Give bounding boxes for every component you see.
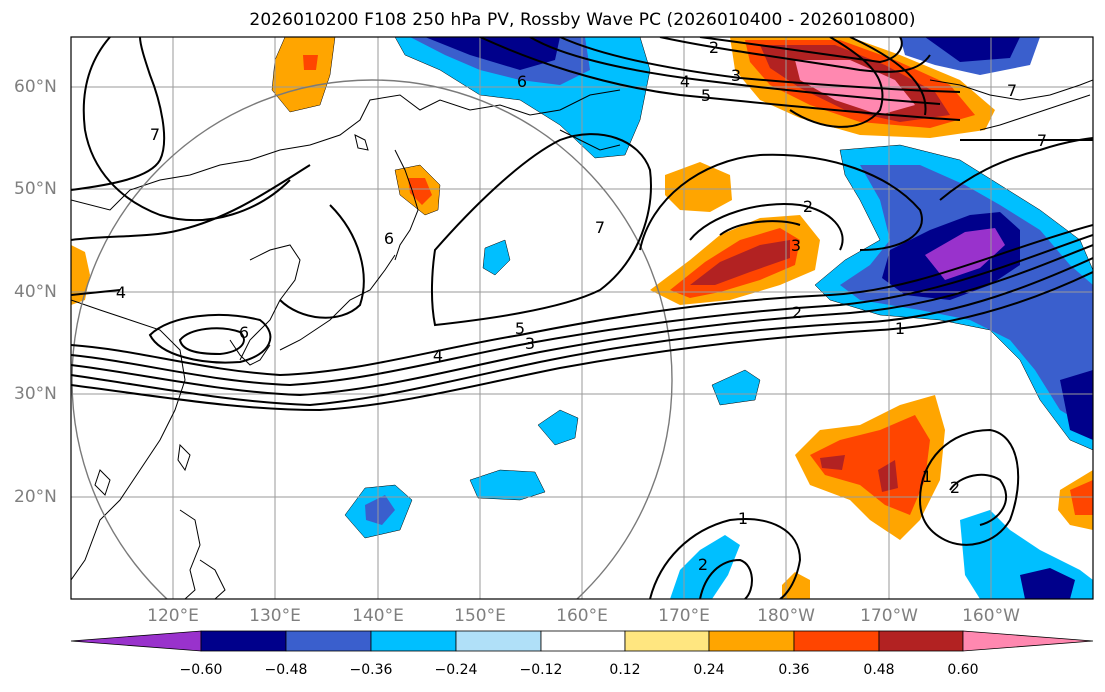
shade-navy-east-south bbox=[1060, 370, 1093, 440]
lat-label: 30°N bbox=[14, 384, 57, 404]
shade-purple-east bbox=[925, 228, 1005, 280]
lon-label: 180°W bbox=[757, 606, 815, 626]
lon-label: 130°E bbox=[249, 606, 301, 626]
shade-blue-blob-1 bbox=[482, 239, 511, 276]
shade-brick-jet bbox=[690, 240, 790, 285]
colorbar-tick: −0.36 bbox=[349, 662, 393, 678]
shade-brick-south bbox=[820, 455, 845, 470]
colorbar-tick: 0.36 bbox=[778, 662, 810, 678]
colorbar-swatch bbox=[370, 630, 457, 652]
lat-label: 60°N bbox=[14, 77, 57, 97]
contour-label: 1 bbox=[895, 319, 905, 338]
colorbar-swatch bbox=[200, 630, 287, 652]
colorbar-swatch bbox=[878, 630, 964, 652]
colorbar-tick: 0.24 bbox=[693, 662, 725, 678]
contour-label: 2 bbox=[792, 303, 802, 322]
contour-label: 4 bbox=[680, 72, 690, 91]
colorbar-tick: −0.60 bbox=[179, 662, 223, 678]
shade-red-sakhalin bbox=[408, 178, 432, 205]
shade-blue-blob-4 bbox=[469, 469, 546, 501]
lon-label: 140°E bbox=[352, 606, 404, 626]
lon-label: 150°E bbox=[454, 606, 506, 626]
lon-label: 160°E bbox=[556, 606, 608, 626]
lat-label: 40°N bbox=[14, 282, 57, 302]
shade-orange-central bbox=[665, 162, 732, 212]
contour-label: 2 bbox=[698, 555, 708, 574]
colorbar-extend-right bbox=[962, 630, 1094, 652]
colorbar-swatch bbox=[624, 630, 710, 652]
lon-label: 170°E bbox=[658, 606, 710, 626]
contour-label: 1 bbox=[738, 509, 748, 528]
colorbar-swatch bbox=[285, 630, 372, 652]
lon-label: 160°W bbox=[962, 606, 1020, 626]
contour-label: 5 bbox=[515, 319, 525, 338]
colorbar-swatch bbox=[540, 630, 626, 652]
colorbar bbox=[70, 630, 1094, 652]
contour-label: 1 bbox=[922, 467, 932, 486]
colorbar-extend-left bbox=[70, 630, 202, 652]
shade-brick-south-2 bbox=[878, 460, 898, 492]
colorbar-tick: −0.24 bbox=[434, 662, 478, 678]
colorbar-swatch bbox=[793, 630, 880, 652]
colorbar-tick: −0.12 bbox=[519, 662, 563, 678]
shade-blue-blob-2 bbox=[711, 369, 761, 406]
shade-red-south bbox=[810, 415, 930, 515]
radius-circle bbox=[71, 79, 673, 599]
colorbar-tick: −0.48 bbox=[264, 662, 308, 678]
contour-label: 4 bbox=[116, 283, 126, 302]
map-title: 2026010200 F108 250 hPa PV, Rossby Wave … bbox=[249, 10, 916, 30]
contour-label: 7 bbox=[1007, 81, 1017, 100]
shade-navy-north bbox=[425, 37, 560, 70]
colorbar-tick: 0.60 bbox=[947, 662, 979, 678]
contour-label-group: 2 3 4 5 6 7 7 7 7 6 4 4 5 3 2 1 3 2 1 1 … bbox=[116, 38, 1047, 574]
contour-label: 4 bbox=[433, 346, 443, 365]
colorbar-swatch bbox=[455, 630, 542, 652]
shade-navy-topright-core bbox=[925, 37, 1020, 62]
lat-label: 50°N bbox=[14, 179, 57, 199]
contour-label: 2 bbox=[709, 38, 719, 57]
contour-label: 2 bbox=[950, 478, 960, 497]
contour-label: 3 bbox=[525, 334, 535, 353]
contour-label: 7 bbox=[150, 125, 160, 144]
contour-label: 6 bbox=[384, 229, 394, 248]
shade-red-small bbox=[303, 55, 318, 70]
contour-label: 2 bbox=[803, 197, 813, 216]
shade-orange-small-south bbox=[782, 572, 810, 599]
lon-label: 120°E bbox=[147, 606, 199, 626]
contour-label: 5 bbox=[701, 86, 711, 105]
contour-label: 7 bbox=[1037, 131, 1047, 150]
contour-label: 3 bbox=[731, 66, 741, 85]
shade-blue-blob-3 bbox=[537, 409, 579, 446]
shade-blue-south bbox=[670, 535, 740, 599]
contour-label: 3 bbox=[791, 236, 801, 255]
rossby-pc-contours bbox=[71, 37, 1093, 599]
lon-label: 170°W bbox=[860, 606, 918, 626]
contour-label: 6 bbox=[517, 72, 527, 91]
coastlines bbox=[71, 79, 1093, 599]
colorbar-tick: 0.48 bbox=[863, 662, 895, 678]
contour-label: 6 bbox=[239, 323, 249, 342]
shade-navy-southeast bbox=[1020, 568, 1075, 599]
shade-blue-east-mid bbox=[840, 165, 1093, 430]
colorbar-swatch bbox=[708, 630, 795, 652]
contour-label: 7 bbox=[595, 218, 605, 237]
colorbar-tick: 0.12 bbox=[609, 662, 641, 678]
shade-blue-blob-5-core bbox=[365, 495, 395, 525]
lat-label: 20°N bbox=[14, 487, 57, 507]
